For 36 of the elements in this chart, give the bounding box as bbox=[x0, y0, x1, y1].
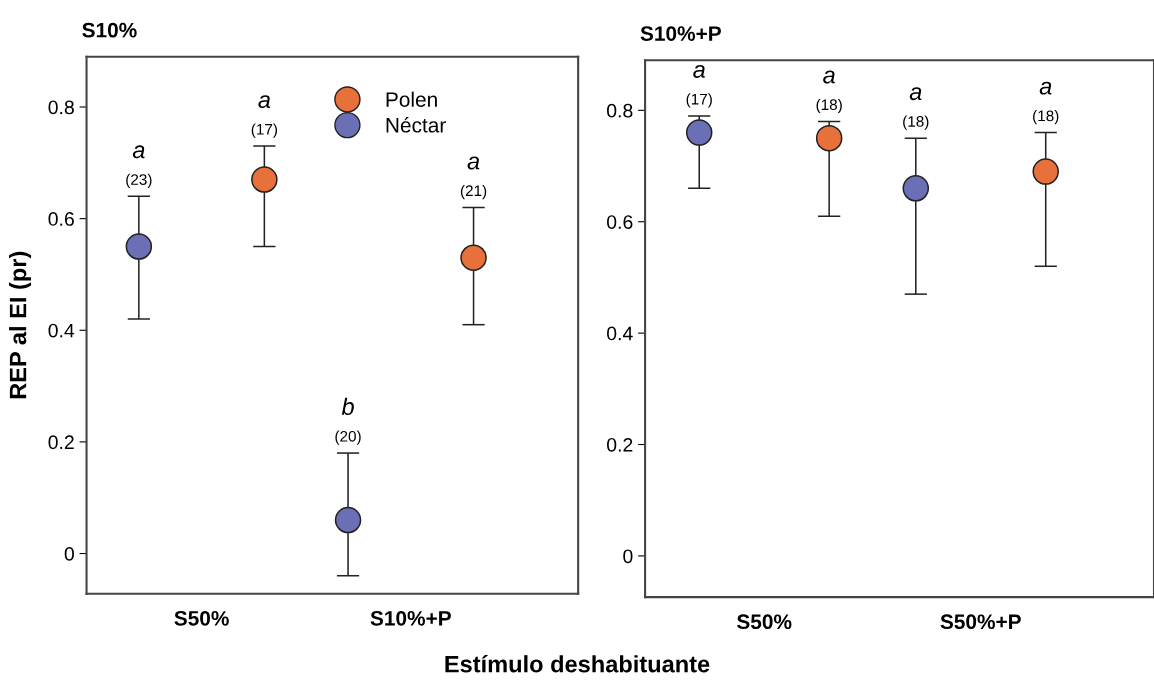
annotation: (23) bbox=[126, 173, 152, 188]
x-tick-label: S10%+P bbox=[370, 610, 451, 626]
annotation: (20) bbox=[335, 430, 361, 445]
annotation: a bbox=[693, 64, 705, 78]
y-tick-label: 0.8 bbox=[607, 103, 633, 118]
annotation: (21) bbox=[460, 184, 487, 200]
annotation: a bbox=[258, 95, 271, 109]
x-tick-label: S50% bbox=[174, 610, 229, 626]
y-axis-title: REP al EI (pr) bbox=[9, 251, 32, 399]
legend-label: Néctar bbox=[386, 117, 446, 133]
annotation: (18) bbox=[816, 98, 842, 114]
y-tick-label: 0.4 bbox=[48, 323, 75, 338]
y-tick-label: 0.8 bbox=[48, 100, 74, 115]
annotation: (18) bbox=[1033, 110, 1059, 125]
annotation: (17) bbox=[686, 93, 712, 108]
annotation: a bbox=[467, 156, 480, 170]
legend-label: Polen bbox=[386, 91, 437, 107]
y-tick-label: 0 bbox=[623, 549, 633, 564]
annotation: (17) bbox=[251, 123, 277, 138]
y-tick-label: 0.2 bbox=[48, 435, 74, 450]
chart-title: S10% bbox=[82, 22, 137, 38]
y-tick-label: 0.6 bbox=[607, 215, 633, 229]
y-tick-label: 0.6 bbox=[48, 212, 74, 226]
annotation: (18) bbox=[903, 115, 929, 130]
y-tick-label: 0.2 bbox=[607, 437, 633, 452]
x-tick-label: S50%+P bbox=[940, 614, 1021, 630]
annotation: a bbox=[823, 70, 835, 84]
annotation: a bbox=[1039, 81, 1052, 95]
annotation: b bbox=[341, 397, 354, 416]
y-tick-label: 0 bbox=[64, 546, 74, 561]
x-axis-title: Estímulo deshabituante bbox=[445, 654, 710, 673]
x-tick-label: S50% bbox=[737, 614, 792, 630]
chart-title: S10%+P bbox=[640, 26, 721, 41]
y-tick-label: 0.4 bbox=[607, 326, 633, 341]
annotation: a bbox=[909, 87, 922, 101]
annotation: a bbox=[132, 145, 145, 159]
